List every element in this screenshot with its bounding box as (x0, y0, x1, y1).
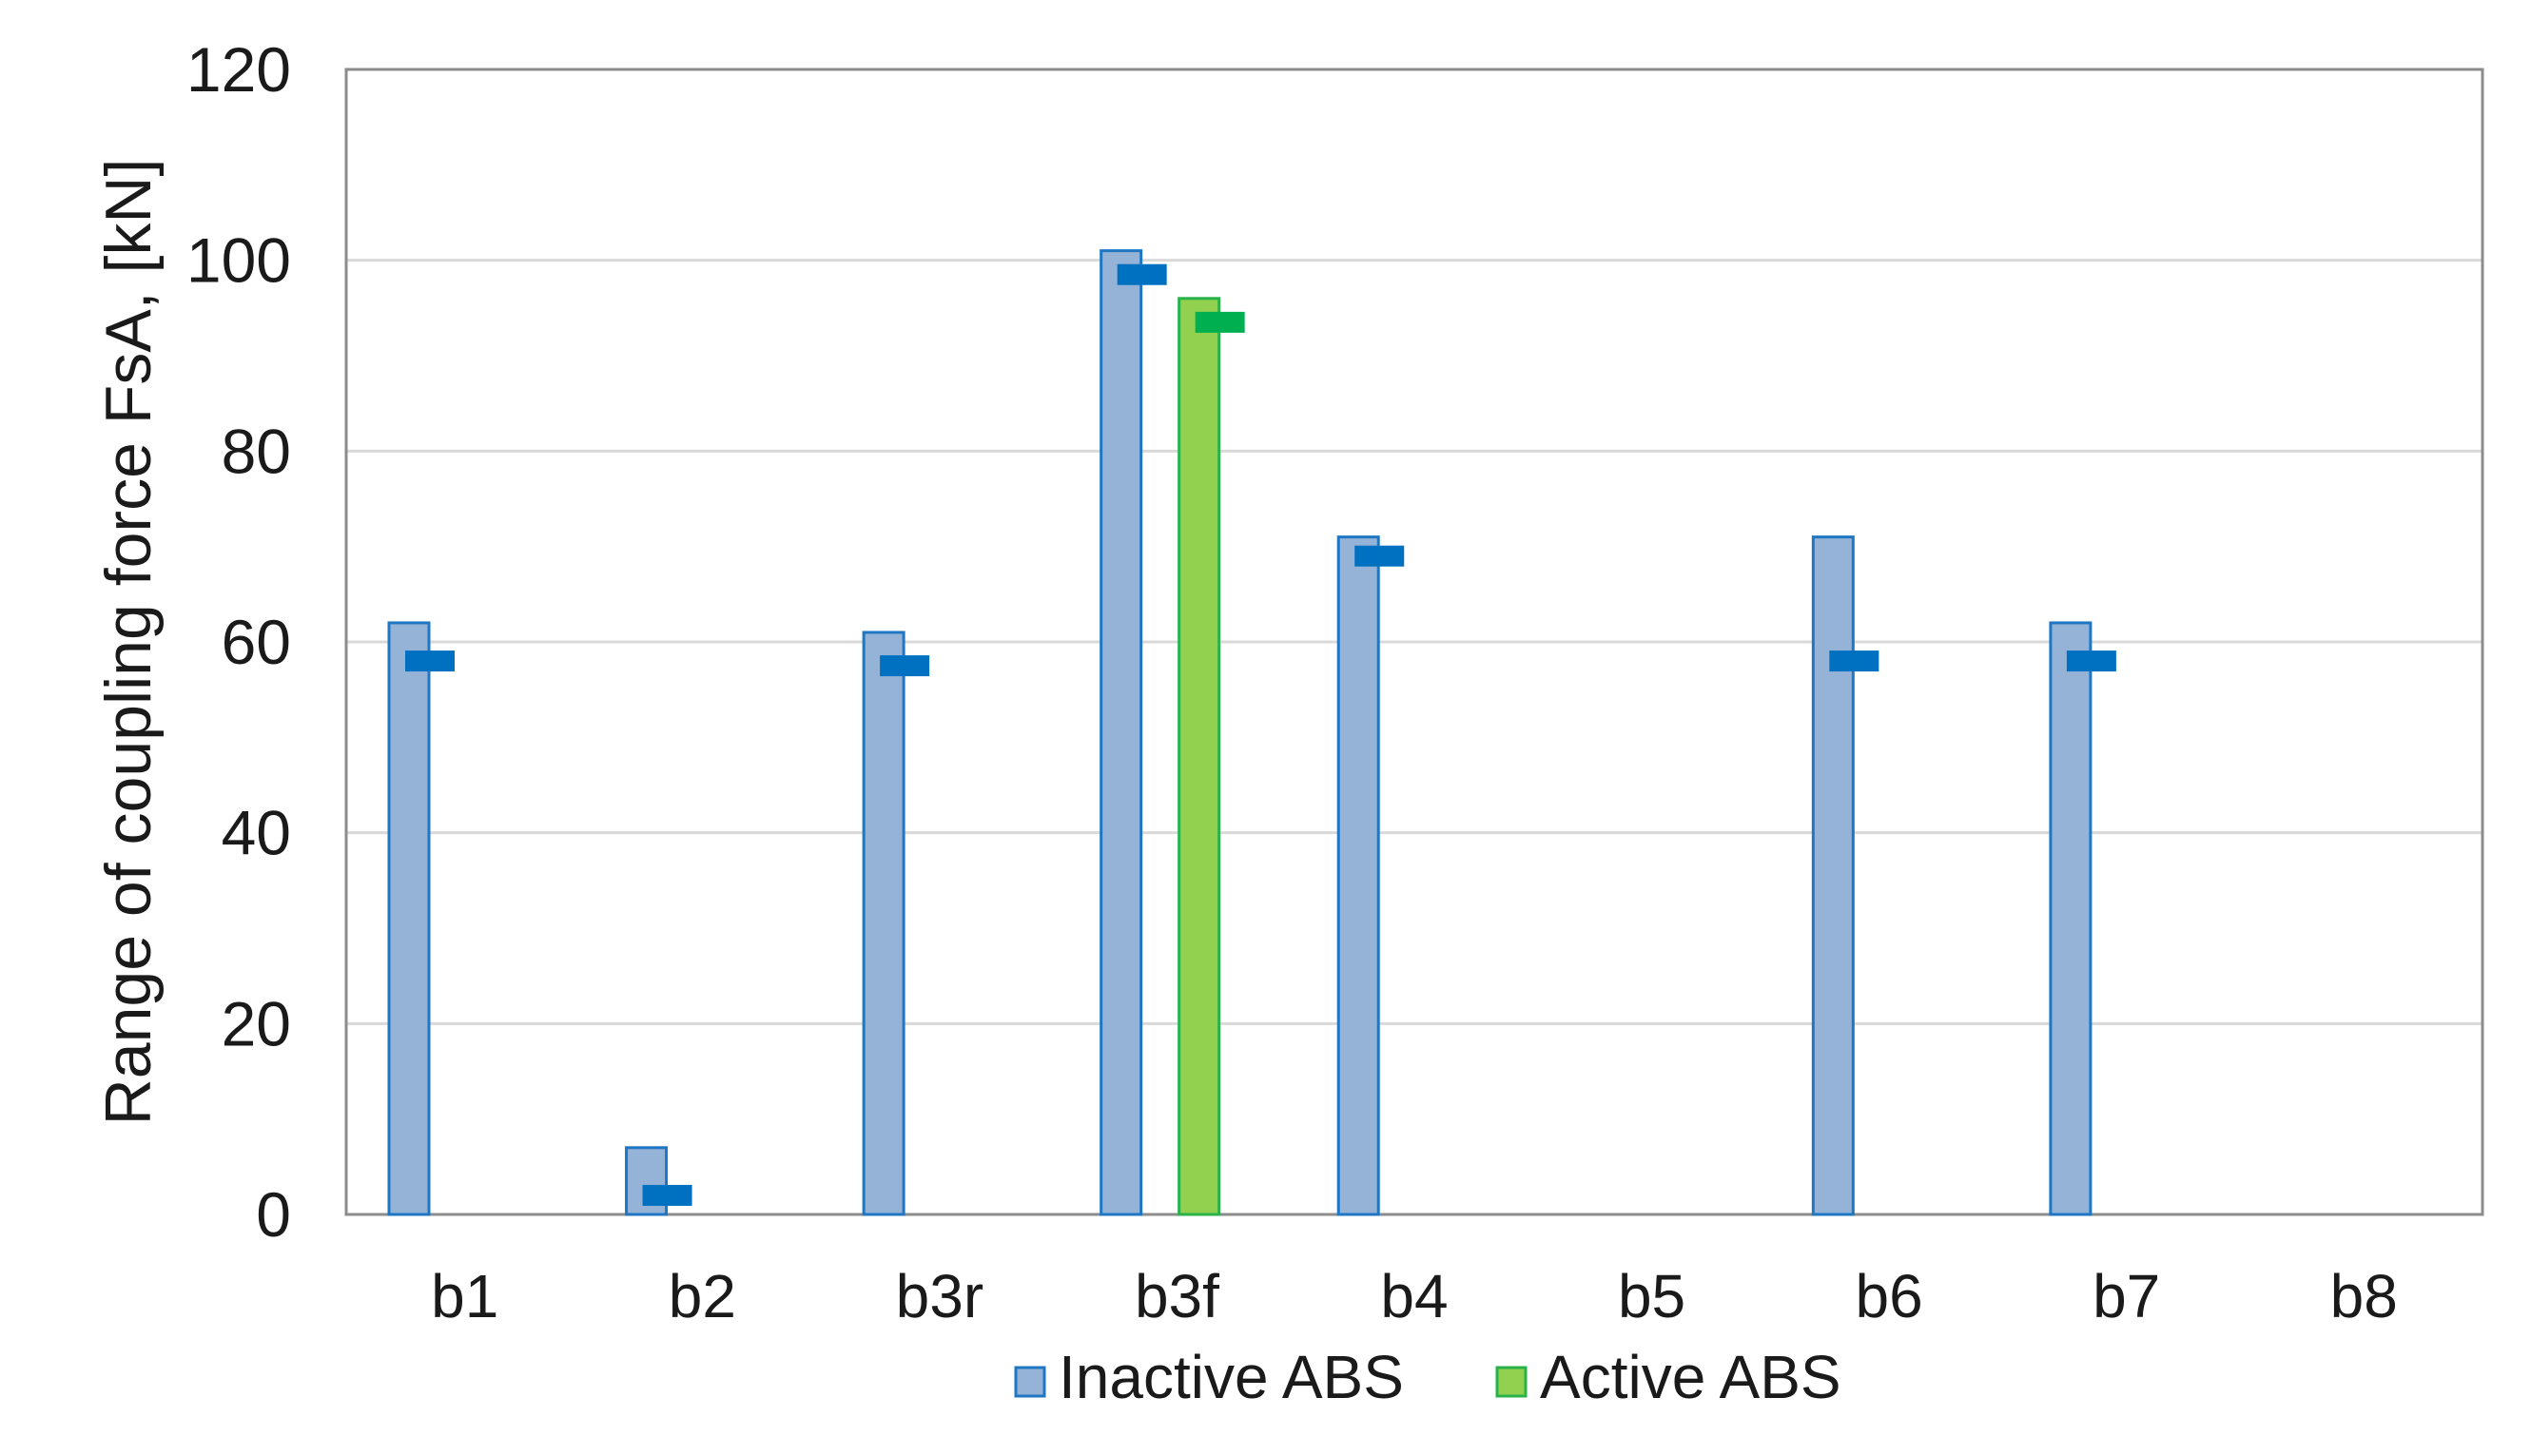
y-tick-label: 60 (222, 607, 291, 677)
bar (387, 621, 431, 1216)
y-tick-labels: 0 20 40 60 80 100 120 (186, 34, 291, 1250)
bar (1811, 535, 1855, 1216)
legend-swatch (1495, 1366, 1528, 1398)
bar (2049, 621, 2093, 1216)
y-tick-label: 20 (222, 988, 291, 1058)
mean-marker (2066, 650, 2116, 672)
mean-marker (642, 1184, 692, 1206)
y-axis-title: Range of coupling force FsA, [kN] (92, 159, 165, 1126)
bar (1100, 249, 1143, 1216)
y-tick-label: 80 (222, 416, 291, 486)
x-tick-labels: b1 b2 b3r b3f b4 b5 b6 b7 b8 (431, 1262, 2398, 1330)
y-tick-label: 120 (186, 34, 291, 105)
mean-marker (405, 650, 455, 672)
y-tick-label: 100 (186, 225, 291, 296)
x-tick-label: b3f (1135, 1262, 1219, 1330)
x-tick-label: b8 (2330, 1262, 2398, 1330)
x-tick-label: b6 (1856, 1262, 1923, 1330)
legend: Inactive ABS Active ABS (1014, 1343, 1841, 1411)
plot-frame (344, 68, 2484, 1216)
mean-marker (880, 655, 930, 677)
x-tick-label: b5 (1618, 1262, 1685, 1330)
y-tick-label: 40 (222, 798, 291, 868)
mean-marker (1354, 545, 1405, 567)
bar (1336, 535, 1380, 1216)
legend-label: Active ABS (1540, 1343, 1841, 1411)
bars (387, 249, 2093, 1216)
mean-marker (1117, 263, 1167, 285)
mean-markers (405, 263, 2116, 1206)
x-tick-label: b7 (2093, 1262, 2160, 1330)
x-tick-label: b3r (896, 1262, 984, 1330)
x-tick-label: b2 (669, 1262, 736, 1330)
legend-swatch (1014, 1366, 1046, 1398)
x-tick-label: b4 (1380, 1262, 1448, 1330)
mean-marker (1195, 311, 1245, 333)
bar (1178, 297, 1221, 1216)
gridlines (346, 259, 2482, 1025)
x-tick-label: b1 (431, 1262, 498, 1330)
legend-label: Inactive ABS (1059, 1343, 1404, 1411)
bar (862, 631, 905, 1216)
y-tick-label: 0 (256, 1179, 291, 1250)
mean-marker (1829, 650, 1879, 672)
